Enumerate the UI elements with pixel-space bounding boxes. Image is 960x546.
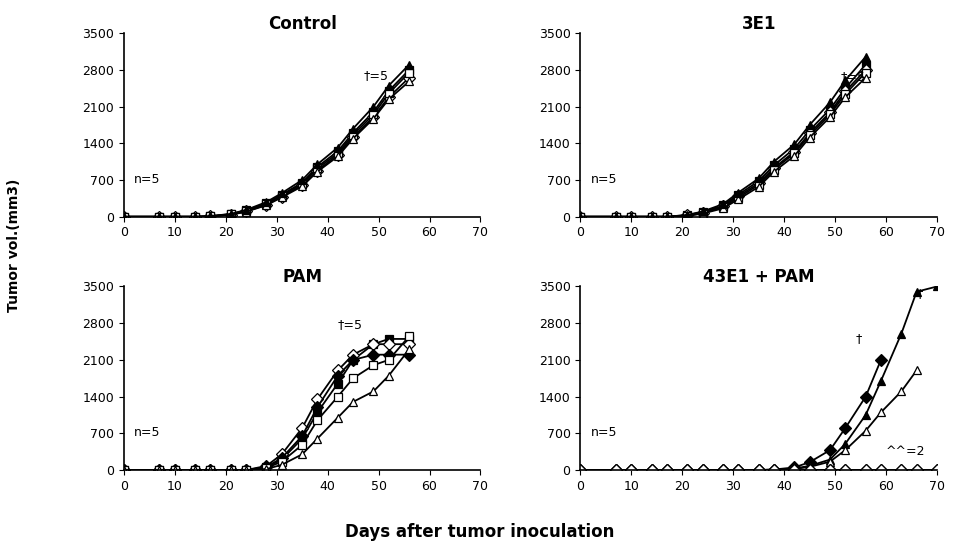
Text: †: † [855, 331, 862, 345]
Title: 3E1: 3E1 [741, 15, 776, 33]
Text: Days after tumor inoculation: Days after tumor inoculation [346, 523, 614, 541]
Text: Tumor vol.(mm3): Tumor vol.(mm3) [8, 179, 21, 312]
Text: n=5: n=5 [590, 426, 617, 439]
Title: 43E1 + PAM: 43E1 + PAM [703, 268, 814, 286]
Text: n=5: n=5 [134, 173, 160, 186]
Text: n=5: n=5 [590, 173, 617, 186]
Text: ^^=2: ^^=2 [886, 446, 925, 459]
Title: PAM: PAM [282, 268, 323, 286]
Title: Control: Control [268, 15, 337, 33]
Text: †=5: †=5 [338, 318, 363, 331]
Text: †=5: †=5 [363, 69, 388, 82]
Text: †=5: †=5 [840, 70, 865, 84]
Text: n=5: n=5 [134, 426, 160, 439]
Text: †: † [917, 287, 923, 300]
